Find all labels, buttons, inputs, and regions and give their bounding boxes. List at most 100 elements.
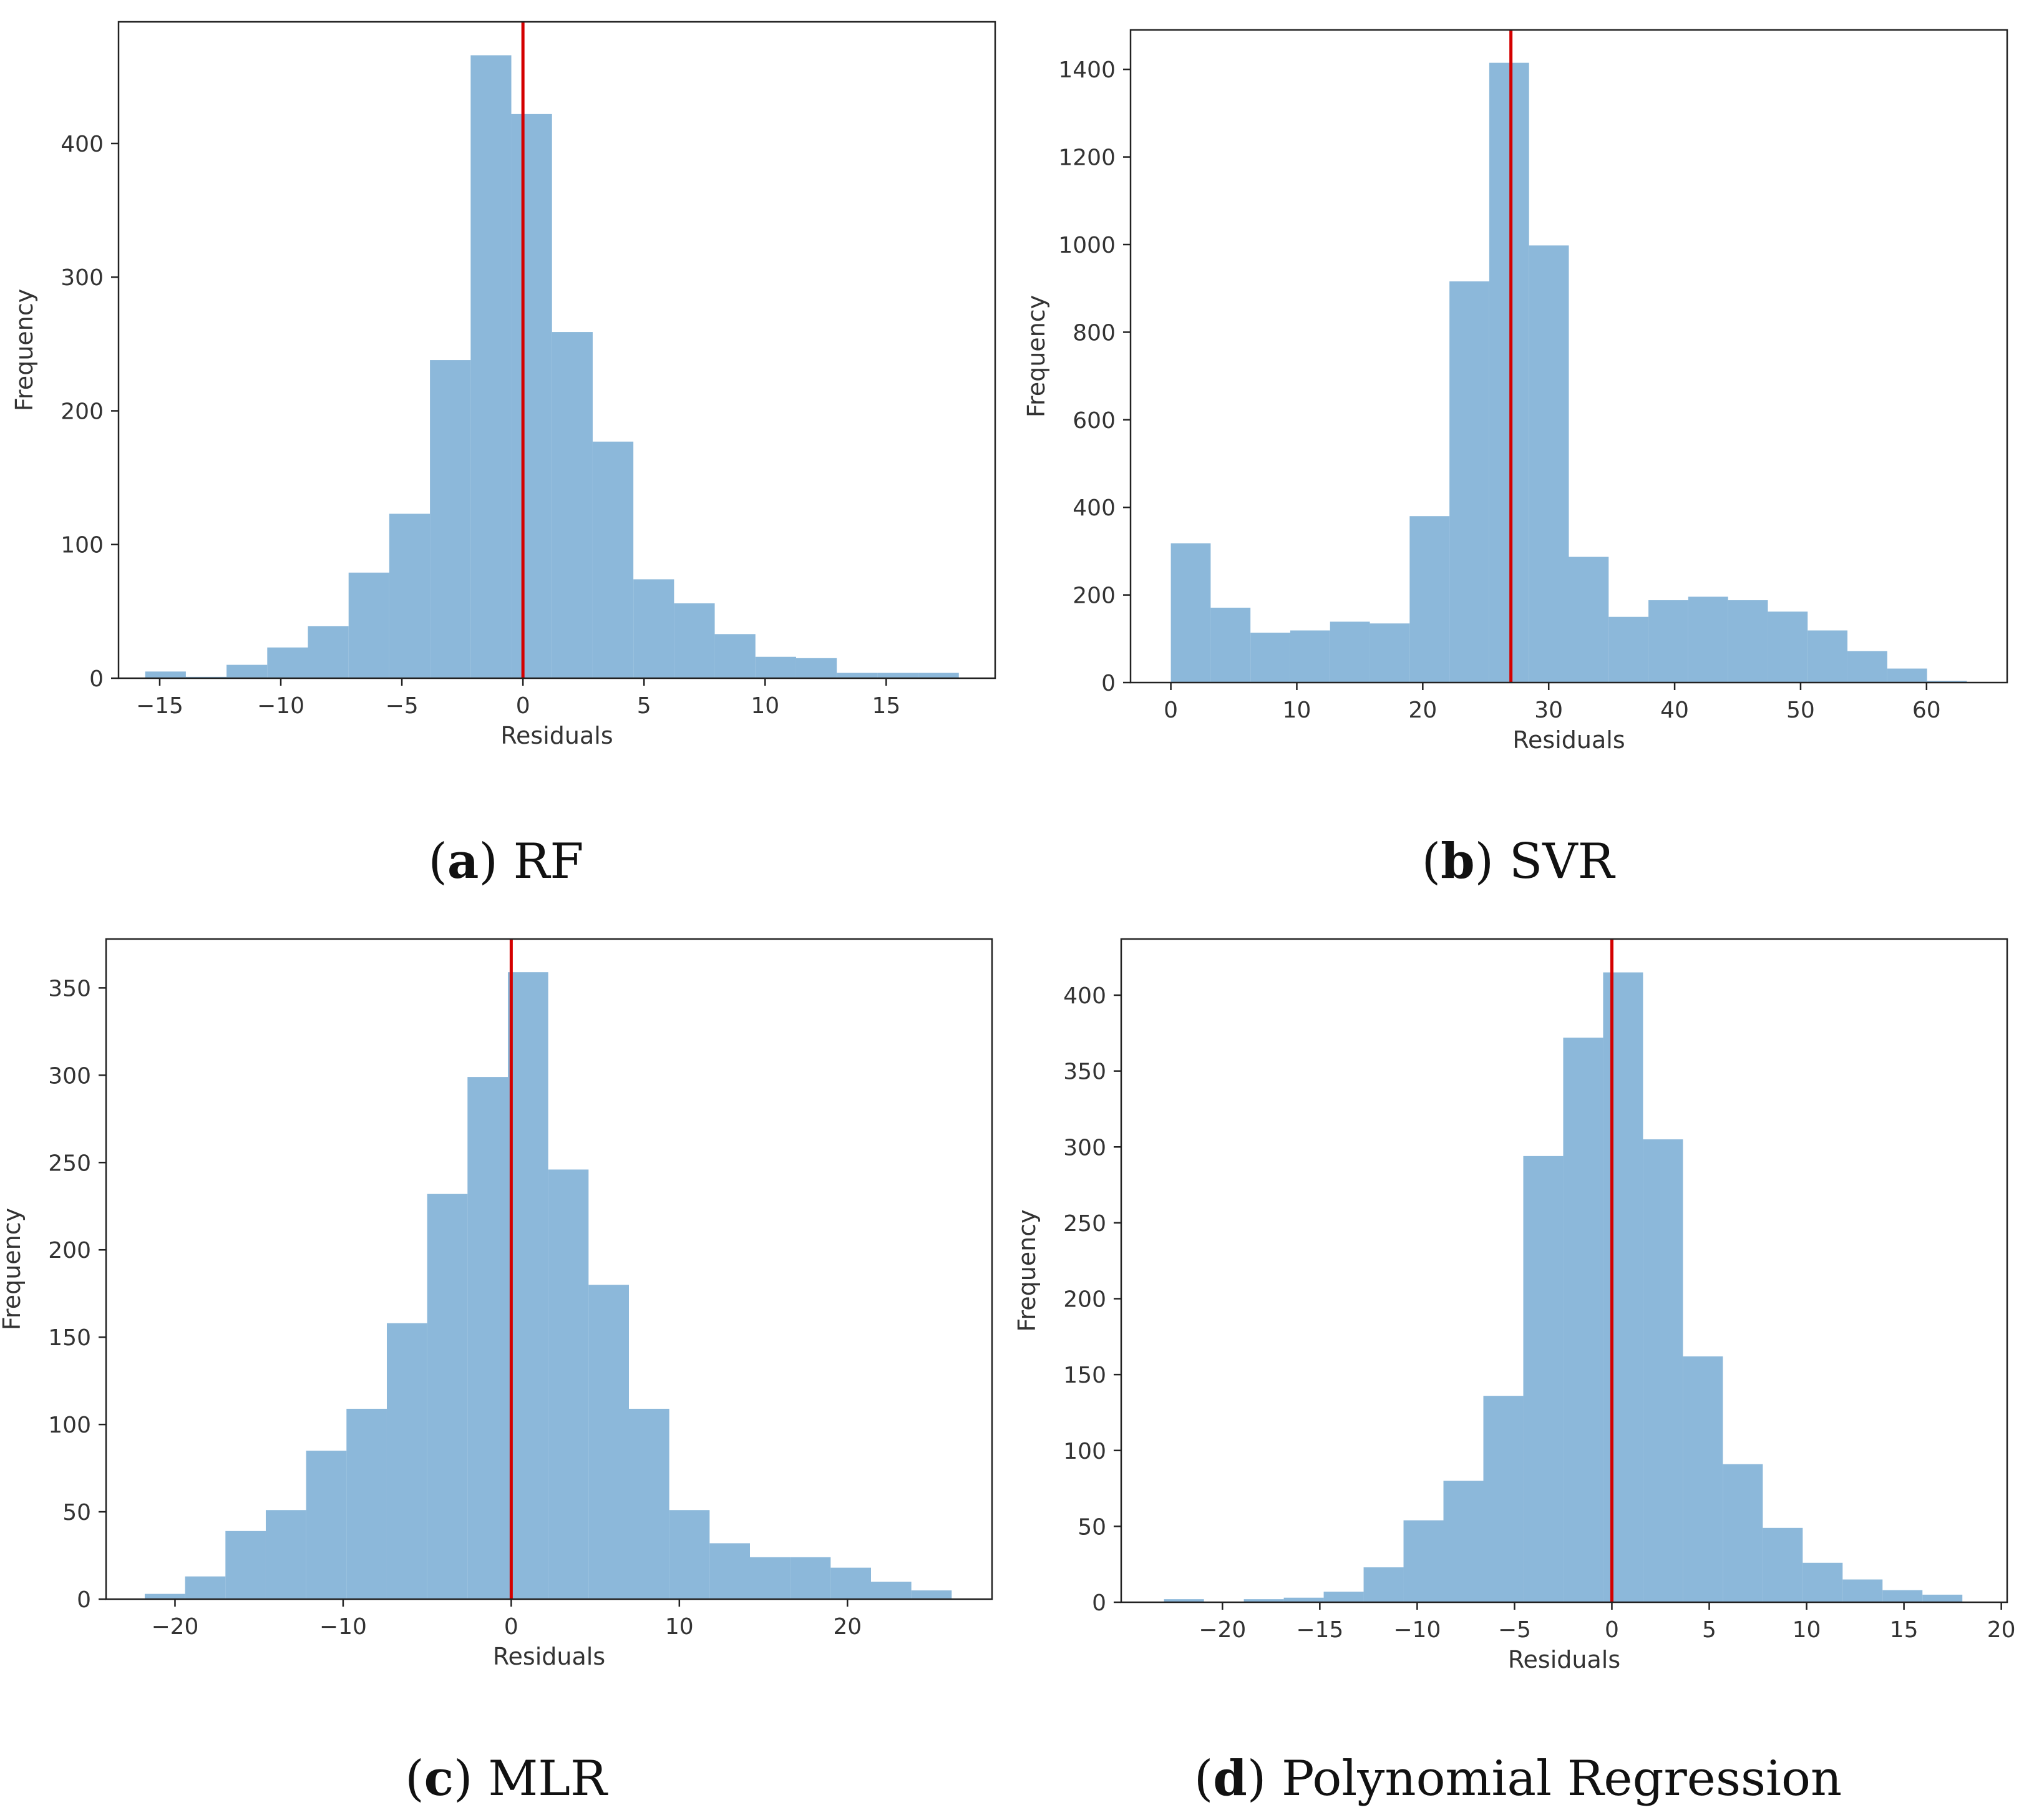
x-tick-label-a: −5: [386, 693, 419, 719]
bar-b-15: [1768, 611, 1808, 683]
caption-b: (b) SVR: [1421, 833, 1615, 890]
bar-a-19: [918, 673, 959, 678]
y-tick-label-c: 100: [48, 1413, 91, 1438]
y-tick-label-a: 400: [61, 132, 104, 157]
y-tick-label-d: 0: [1092, 1590, 1106, 1616]
y-tick-label-c: 0: [77, 1587, 91, 1613]
bar-a-13: [674, 603, 715, 678]
bar-b-10: [1569, 557, 1609, 683]
bar-a-5: [348, 572, 389, 678]
plot-frame-a: [117, 21, 996, 679]
bar-b-18: [1887, 668, 1927, 683]
bar-c-5: [346, 1408, 387, 1599]
x-tick-label-a: 15: [872, 693, 900, 719]
x-tick-label-b: 60: [1912, 698, 1941, 723]
bar-c-7: [427, 1194, 468, 1599]
bar-a-3: [267, 647, 308, 678]
x-tick-label-a: 10: [751, 693, 779, 719]
bar-d-13: [1683, 1356, 1723, 1602]
bar-b-1: [1210, 607, 1251, 683]
bar-a-18: [877, 673, 918, 678]
x-tick-label-a: −15: [136, 693, 183, 719]
x-tick-label-b: 10: [1283, 698, 1311, 723]
chart-svg-a: −15 −10 −5 0 5 10 15 0 100 200 300 400 Residuals Freq…: [11, 21, 996, 749]
bar-d-3: [1283, 1597, 1324, 1602]
bar-a-14: [714, 634, 756, 678]
x-tick-label-a: −10: [257, 693, 304, 719]
bar-c-15: [749, 1557, 791, 1599]
bar-c-0: [144, 1594, 185, 1599]
x-tick-label-d: −15: [1296, 1617, 1343, 1643]
y-tick-label-c: 50: [62, 1500, 91, 1526]
plot-frame-b: [1129, 29, 2008, 684]
x-tick-label-a: 0: [516, 693, 530, 719]
bar-c-8: [467, 1077, 508, 1599]
bar-d-2: [1243, 1599, 1284, 1602]
bar-c-3: [265, 1510, 306, 1599]
bar-d-15: [1763, 1527, 1803, 1602]
x-tick-label-d: 15: [1890, 1617, 1919, 1643]
y-tick-label-d: 300: [1063, 1135, 1106, 1161]
y-tick-label-b: 200: [1073, 583, 1116, 609]
chart-panel-d: −20 −15 −10 −5 0 5 10 15 20 0 50 100 150 200 250 300 350…: [1012, 917, 2024, 1703]
bar-b-13: [1688, 596, 1728, 683]
bar-c-13: [669, 1510, 710, 1599]
bar-d-4: [1323, 1591, 1364, 1602]
y-axis-label-c: Frequency: [0, 1208, 26, 1330]
bar-d-9: [1523, 1156, 1564, 1602]
y-tick-label-a: 100: [61, 533, 104, 558]
bar-b-5: [1370, 623, 1410, 683]
y-tick-label-d: 250: [1063, 1211, 1106, 1237]
x-axis-label-c: Residuals: [493, 1643, 605, 1670]
bar-a-12: [633, 579, 674, 678]
x-tick-label-d: 20: [1987, 1617, 2016, 1643]
bar-b-0: [1170, 543, 1211, 683]
x-tick-label-b: 50: [1786, 698, 1815, 723]
x-tick-label-d: −5: [1498, 1617, 1531, 1643]
chart-svg-d: −20 −15 −10 −5 0 5 10 15 20050100150200250300350…: [1013, 938, 2016, 1673]
y-axis-label-a: Frequency: [11, 289, 38, 411]
bar-a-2: [226, 664, 268, 678]
bar-d-6: [1403, 1520, 1444, 1602]
x-tick-label-c: −10: [319, 1614, 367, 1640]
bar-c-19: [911, 1590, 952, 1599]
y-tick-label-d: 400: [1063, 983, 1106, 1009]
bar-a-16: [795, 658, 837, 678]
bar-c-6: [386, 1323, 427, 1599]
bar-b-9: [1529, 245, 1569, 683]
y-tick-label-b: 400: [1073, 495, 1116, 521]
y-tick-label-b: 600: [1073, 408, 1116, 434]
bar-d-5: [1363, 1567, 1404, 1602]
bar-a-15: [755, 656, 796, 678]
y-tick-label-c: 150: [48, 1325, 91, 1351]
y-tick-label-b: 1200: [1058, 145, 1116, 171]
bar-b-2: [1250, 632, 1290, 683]
bar-c-12: [628, 1408, 669, 1599]
bar-b-11: [1608, 616, 1649, 683]
y-tick-label-a: 200: [61, 399, 104, 424]
chart-panel-b: 0 10 20 30 40 50 60 0 200 400 600 800 1000 1200 1400 Re…: [1012, 0, 2024, 754]
caption-c: (c) MLR: [405, 1750, 607, 1807]
x-tick-label-c: −20: [151, 1614, 198, 1640]
bar-d-18: [1882, 1590, 1923, 1602]
y-axis-label-b: Frequency: [1023, 295, 1050, 417]
bar-c-4: [306, 1451, 347, 1599]
bar-d-7: [1443, 1481, 1484, 1602]
x-tick-label-b: 0: [1164, 698, 1178, 723]
bar-d-10: [1563, 1038, 1603, 1602]
bar-c-1: [185, 1576, 226, 1599]
caption-a: (a) RF: [428, 833, 584, 890]
x-tick-label-d: 5: [1702, 1617, 1716, 1643]
y-tick-label-b: 0: [1101, 671, 1116, 696]
y-tick-label-d: 50: [1078, 1514, 1106, 1540]
y-tick-label-c: 350: [48, 976, 91, 1001]
plot-frame-d: [1120, 938, 2008, 1603]
bar-d-11: [1603, 972, 1643, 1602]
bar-d-17: [1842, 1579, 1883, 1602]
y-tick-label-d: 150: [1063, 1363, 1106, 1388]
bar-b-14: [1728, 600, 1768, 683]
bar-b-6: [1409, 516, 1450, 683]
bar-a-11: [592, 441, 634, 678]
y-tick-label-d: 200: [1063, 1287, 1106, 1313]
bar-b-12: [1648, 600, 1688, 683]
